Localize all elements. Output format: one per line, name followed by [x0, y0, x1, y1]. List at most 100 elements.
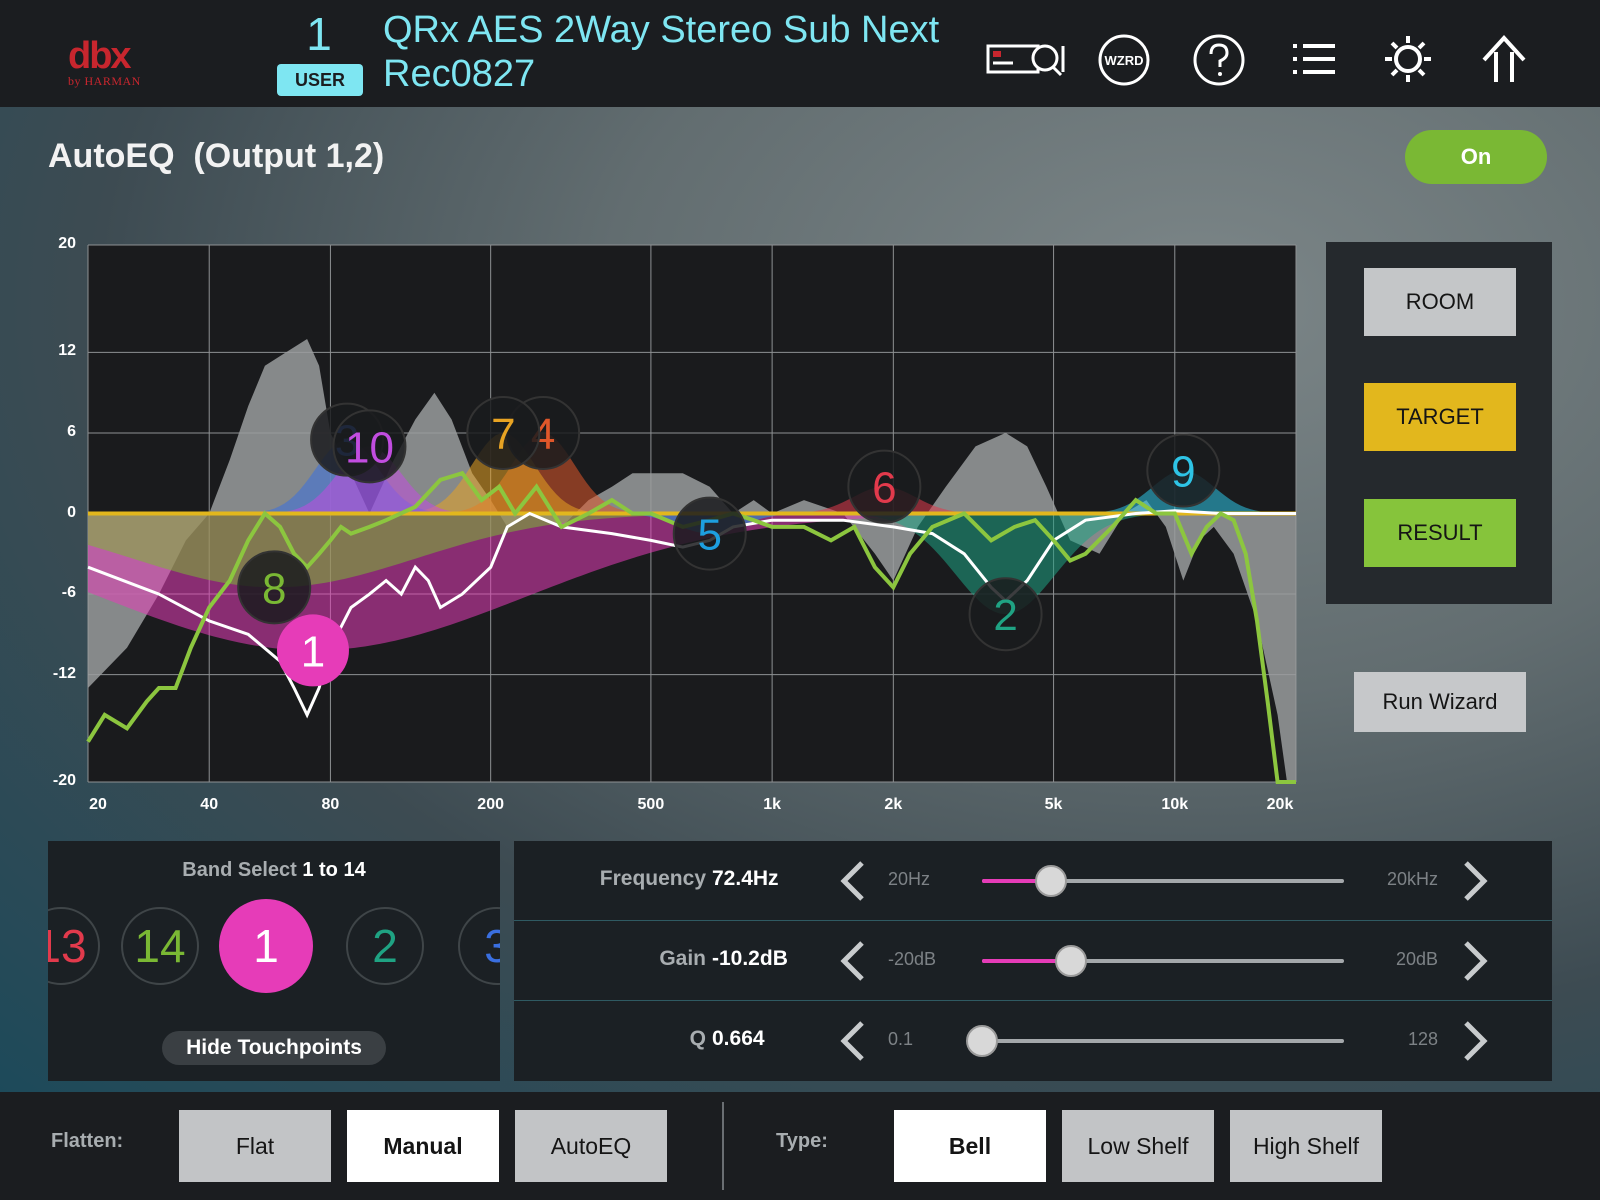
x-axis-label: 500: [637, 796, 665, 813]
band-chip-3[interactable]: 3: [458, 907, 500, 985]
frequency-increment-icon[interactable]: [1454, 859, 1494, 903]
run-wizard-button[interactable]: Run Wizard: [1354, 672, 1526, 732]
preset-name-line1: QRx AES 2Way Stereo Sub Next: [383, 9, 940, 51]
band-touchpoint-10[interactable]: 10: [332, 409, 407, 484]
gain-slider[interactable]: [982, 945, 1344, 977]
touchpoint-label: 7: [491, 410, 515, 459]
gain-slider-thumb[interactable]: [1054, 945, 1087, 977]
gain-min: -20dB: [888, 949, 937, 969]
gain-increment-icon[interactable]: [1454, 939, 1494, 983]
flatten-manual-button[interactable]: Manual: [347, 1110, 499, 1182]
logo-subtext: by HARMAN: [68, 74, 141, 88]
gain-label: Gain: [659, 947, 706, 970]
touchpoint-circle: [466, 395, 541, 470]
type-bell-button[interactable]: Bell: [894, 1110, 1046, 1182]
touchpoint-label: 8: [262, 564, 286, 613]
frequency-slider[interactable]: [982, 865, 1344, 897]
x-axis-label: 20: [89, 796, 107, 813]
band-chip-2[interactable]: 2: [346, 907, 424, 985]
wizard-icon[interactable]: WZRD: [1094, 30, 1154, 90]
flatten-autoeq-button[interactable]: AutoEQ: [515, 1110, 667, 1182]
preset-number: 1: [306, 8, 332, 60]
touchpoint-label: 5: [698, 511, 722, 560]
band-touchpoint-1[interactable]: 1: [276, 614, 349, 687]
home-icon[interactable]: [1474, 30, 1534, 90]
x-axis-label: 5k: [1044, 796, 1063, 813]
q-slider[interactable]: [966, 1025, 1344, 1057]
help-icon[interactable]: [1189, 30, 1249, 90]
q-slider-thumb[interactable]: [966, 1025, 998, 1057]
band-chip-1[interactable]: 1: [219, 899, 313, 993]
result-button[interactable]: RESULT: [1364, 499, 1516, 567]
touchpoint-circle: [847, 449, 922, 524]
frequency-min: 20Hz: [888, 869, 931, 889]
parameter-panel: Frequency 72.4Hz 20Hz 20kHz Gain -10.2dB -20d…: [514, 841, 1552, 1081]
x-axis-label: 1k: [763, 796, 781, 813]
x-axis-label: 10k: [1161, 796, 1189, 813]
touchpoint-circle: [276, 614, 349, 687]
band-touchpoint-9[interactable]: 9: [1146, 433, 1221, 508]
touchpoint-circle: [672, 496, 747, 571]
y-axis-label: 6: [67, 422, 76, 440]
band-touchpoint-6[interactable]: 6: [847, 449, 922, 524]
type-high-shelf-button[interactable]: High Shelf: [1230, 1110, 1382, 1182]
y-axis-label: -12: [52, 664, 76, 682]
frequency-value: 72.4Hz: [712, 867, 779, 890]
dbx-logo: dbx by HARMAN: [68, 36, 158, 88]
autoeq-panel: AutoEQ (Output 1,2) On 12345678910 20126…: [0, 107, 1600, 1092]
room-curve: [88, 339, 1296, 782]
y-axis-label: 12: [58, 342, 76, 360]
touchpoint-circle: [968, 577, 1043, 652]
x-axis-label: 40: [200, 796, 219, 813]
touchpoint-label: 1: [301, 627, 325, 676]
settings-icon[interactable]: [1378, 30, 1438, 90]
flatten-flat-button[interactable]: Flat: [179, 1110, 331, 1182]
gain-slider-fill: [982, 959, 1071, 963]
q-decrement-icon[interactable]: [834, 1019, 874, 1063]
target-button[interactable]: TARGET: [1364, 383, 1516, 451]
band-select-panel: Band Select 1 to 14 13 14 1 2 3 Hide Touchpo…: [48, 841, 500, 1081]
wizard-icon-text: WZRD: [1105, 53, 1144, 68]
touchpoint-label: 6: [872, 464, 896, 513]
type-low-shelf-button[interactable]: Low Shelf: [1062, 1110, 1214, 1182]
band-chip-14[interactable]: 14: [121, 907, 199, 985]
touchpoint-label: 10: [345, 423, 394, 472]
touchpoint-label: 2: [993, 591, 1017, 640]
module-on-toggle[interactable]: On: [1405, 130, 1547, 184]
gain-row: Gain -10.2dB -20dB 20dB: [514, 921, 1552, 1001]
list-icon[interactable]: [1283, 30, 1343, 90]
preset-bank-badge[interactable]: USER: [277, 64, 363, 96]
q-row: Q 0.664 0.1 128: [514, 1001, 1552, 1081]
top-bar: dbx by HARMAN 1 USER QRx AES 2Way Stereo…: [0, 0, 1600, 107]
frequency-slider-thumb[interactable]: [1034, 865, 1067, 897]
frequency-slider-fill: [982, 879, 1051, 883]
band-select-title: Band Select 1 to 14: [48, 859, 500, 882]
gain-decrement-icon[interactable]: [834, 939, 874, 983]
flatten-label: Flatten:: [51, 1130, 124, 1152]
band-chip-13[interactable]: 13: [48, 907, 100, 985]
q-increment-icon[interactable]: [1454, 1019, 1494, 1063]
device-icon[interactable]: [985, 30, 1067, 90]
band-touchpoint-7[interactable]: 7: [466, 395, 541, 470]
band-touchpoint-2[interactable]: 2: [968, 577, 1043, 652]
room-button[interactable]: ROOM: [1364, 268, 1516, 336]
y-axis-label: 20: [58, 235, 76, 252]
module-title: AutoEQ (Output 1,2): [48, 137, 385, 175]
type-label: Type:: [776, 1130, 828, 1152]
preset-name-line2: Rec0827: [383, 53, 536, 95]
gain-max: 20dB: [1395, 949, 1438, 969]
frequency-label: Frequency: [599, 867, 706, 890]
eq-graph-svg[interactable]: 12345678910: [0, 237, 1310, 837]
bottom-divider: [722, 1102, 724, 1190]
touchpoint-circle: [332, 409, 407, 484]
x-axis-label: 2k: [884, 796, 903, 813]
band-touchpoint-5[interactable]: 5: [672, 496, 747, 571]
q-label: Q: [689, 1027, 706, 1050]
frequency-decrement-icon[interactable]: [834, 859, 874, 903]
band-touchpoint-8[interactable]: 8: [237, 550, 312, 625]
preset-name[interactable]: QRx AES 2Way Stereo Sub Next Rec0827: [383, 8, 963, 96]
x-axis-label: 80: [321, 796, 340, 813]
hide-touchpoints-button[interactable]: Hide Touchpoints: [162, 1031, 386, 1065]
touchpoint-label: 9: [1171, 448, 1195, 497]
